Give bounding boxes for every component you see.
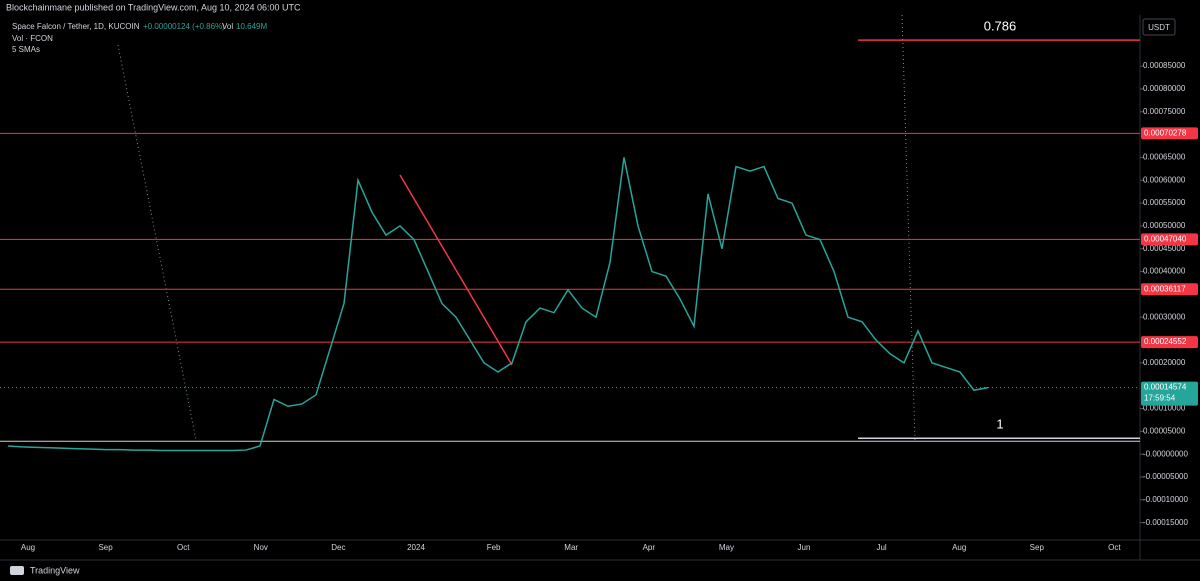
- x-tick-label: Jul: [876, 543, 886, 552]
- y-tick-label: 0.00030000: [1143, 312, 1186, 321]
- volume-value: 10.649M: [236, 22, 267, 31]
- volume-label: Vol: [222, 22, 233, 31]
- level-label: 0.00036117: [1144, 284, 1186, 293]
- indicator: 5 SMAs: [12, 45, 40, 54]
- x-tick-label: Nov: [254, 543, 268, 552]
- y-tick-label: 0.00050000: [1143, 221, 1186, 230]
- publisher: Blockchainmane published on TradingView.…: [6, 2, 301, 12]
- y-tick-label: 0.00085000: [1143, 61, 1186, 70]
- drawing-line: [901, 14, 916, 441]
- x-tick-label: Sep: [98, 543, 113, 552]
- fib-label: 1: [996, 417, 1003, 432]
- level-label-box: [1141, 233, 1198, 246]
- x-tick-label: Dec: [331, 543, 345, 552]
- x-tick-label: Sep: [1030, 543, 1045, 552]
- y-tick-label: -0.00005000: [1143, 472, 1188, 481]
- y-tick-label: -0.00000000: [1143, 449, 1188, 458]
- price-change: +0.00000124 (+0.86%): [143, 22, 225, 31]
- currency: USDT: [1148, 23, 1170, 32]
- currency-box: [1142, 18, 1176, 36]
- level-label-box: [1141, 283, 1198, 296]
- level-label: 0.00070278: [1144, 128, 1187, 137]
- fib-label: 0.786: [984, 19, 1017, 34]
- brand: TradingView: [30, 565, 80, 575]
- level-label: 0.00047040: [1144, 235, 1187, 244]
- x-tick-label: 2024: [407, 543, 425, 552]
- x-tick-label: Oct: [177, 543, 190, 552]
- price-line: [7, 157, 989, 452]
- y-tick-label: -0.00015000: [1143, 518, 1188, 527]
- y-tick-label: 0.00080000: [1143, 84, 1186, 93]
- countdown: 17:59:54: [1144, 394, 1176, 403]
- x-tick-label: Aug: [952, 543, 966, 552]
- y-tick-label: 0.00040000: [1143, 267, 1186, 276]
- y-tick-label: 0.00075000: [1143, 107, 1186, 116]
- symbol-title: Space Falcon / Tether, 1D, KUCOIN: [12, 22, 140, 31]
- y-tick-label: 0.00020000: [1143, 358, 1186, 367]
- y-tick-label: 0.00060000: [1143, 175, 1186, 184]
- level-label-box: [1141, 336, 1198, 349]
- x-tick-label: Aug: [21, 543, 35, 552]
- y-tick-label: 0.00045000: [1143, 244, 1186, 253]
- x-tick-label: Oct: [1108, 543, 1121, 552]
- y-tick-label: 0.00005000: [1143, 426, 1186, 435]
- y-tick-label: -0.00010000: [1143, 495, 1188, 504]
- level-label: 0.00024552: [1144, 337, 1187, 346]
- y-tick-label: 0.00065000: [1143, 153, 1186, 162]
- x-tick-label: Apr: [643, 543, 656, 552]
- x-tick-label: Feb: [487, 543, 501, 552]
- y-tick-label: 0.00055000: [1143, 198, 1186, 207]
- x-tick-label: Jun: [798, 543, 811, 552]
- indicator: Vol · FCON: [12, 34, 53, 43]
- x-tick-label: Mar: [564, 543, 578, 552]
- last-price-label: 0.00014574: [1144, 383, 1187, 392]
- y-tick-label: 0.00010000: [1143, 404, 1186, 413]
- last-price-box: [1141, 381, 1198, 406]
- trend-line: [399, 174, 513, 366]
- x-tick-label: May: [719, 543, 734, 552]
- level-label-box: [1141, 127, 1198, 140]
- brand-logo: [10, 566, 24, 575]
